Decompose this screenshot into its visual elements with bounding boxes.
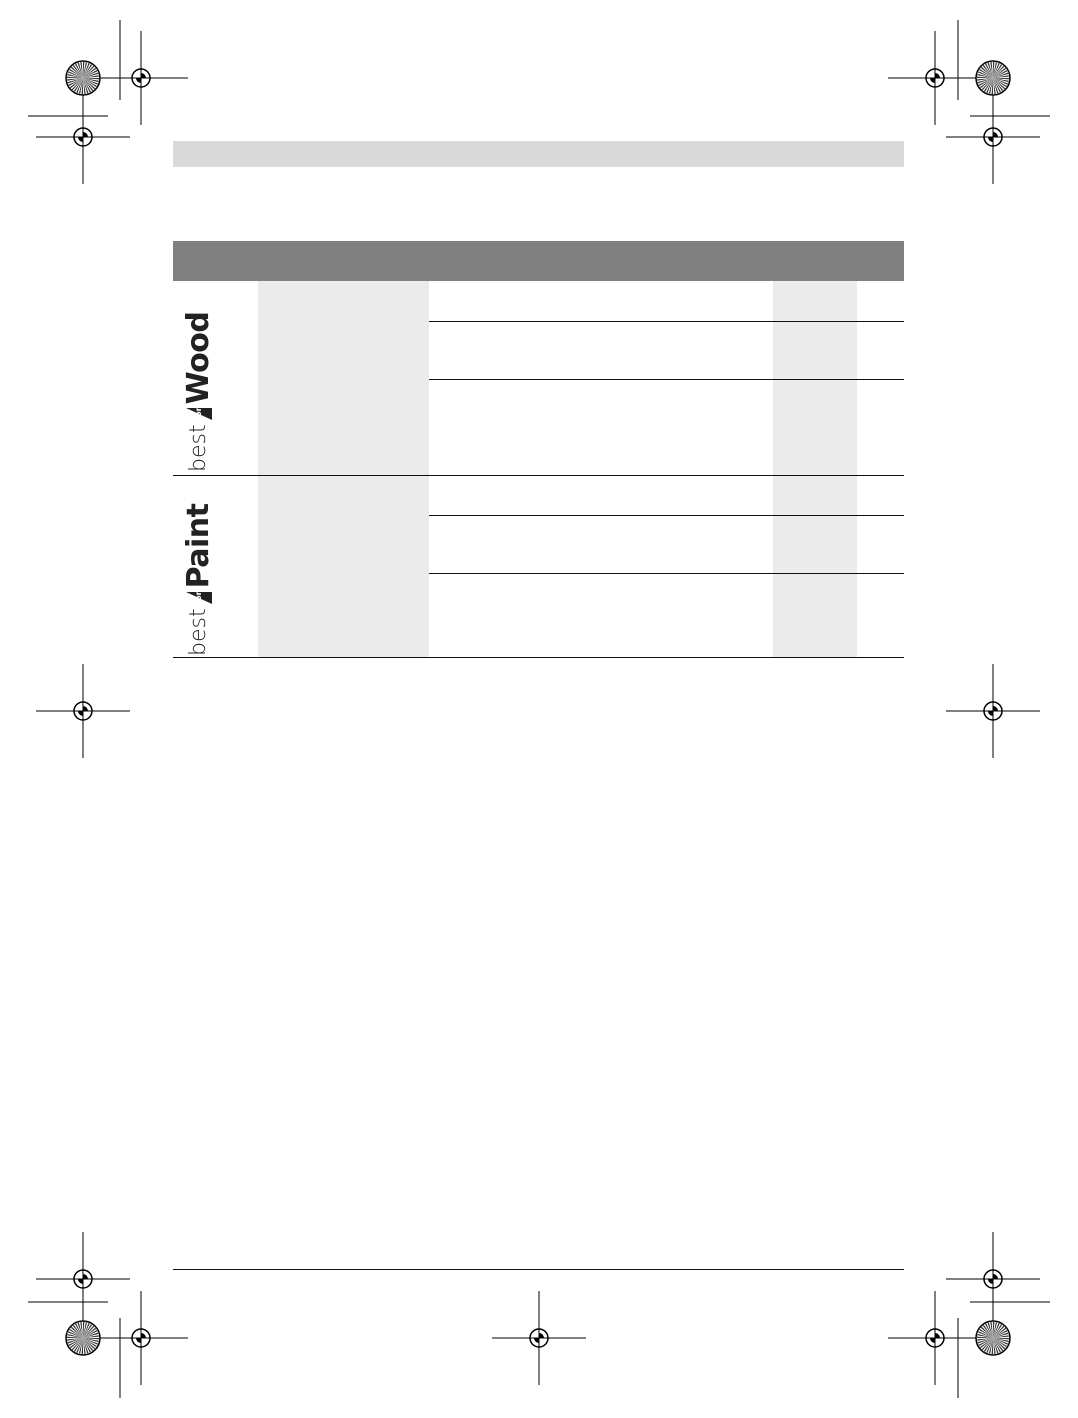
registration-target-icon <box>888 31 982 125</box>
color-starburst-icon <box>65 1320 101 1356</box>
row-divider <box>429 515 904 516</box>
registration-target-icon <box>94 31 188 125</box>
registration-target-icon <box>36 90 130 184</box>
logo-best: best <box>186 608 211 656</box>
logo-word: Paint <box>181 503 216 589</box>
registration-target-icon <box>946 664 1040 758</box>
top-gray-bar <box>173 141 904 167</box>
color-starburst-icon <box>975 60 1011 96</box>
best-for-paint-logo: best for Paint <box>173 480 217 656</box>
registration-target-icon <box>946 90 1040 184</box>
registration-target-icon <box>94 1291 188 1385</box>
logo-word: Wood <box>181 311 216 405</box>
logo-for: for <box>193 407 203 421</box>
table-bottom-border <box>173 657 904 658</box>
color-starburst-icon <box>975 1320 1011 1356</box>
color-starburst-icon <box>65 60 101 96</box>
best-for-wood-logo: best for Wood <box>173 286 217 472</box>
registration-target-icon <box>888 1291 982 1385</box>
registration-target-icon <box>946 1232 1040 1326</box>
shaded-column-4 <box>773 281 857 658</box>
row-divider <box>429 379 904 380</box>
logo-flag: for <box>185 591 212 605</box>
logo-best: best <box>186 424 211 472</box>
row-divider <box>429 321 904 322</box>
registration-target-icon <box>36 664 130 758</box>
logo-flag: for <box>185 407 212 421</box>
registration-target-icon <box>36 1232 130 1326</box>
row-divider <box>429 573 904 574</box>
logo-for: for <box>193 591 203 605</box>
table-header <box>173 241 904 281</box>
shaded-column-2 <box>258 281 429 658</box>
registration-target-icon <box>492 1291 586 1385</box>
group-divider <box>173 475 904 476</box>
footer-line <box>173 1269 904 1270</box>
